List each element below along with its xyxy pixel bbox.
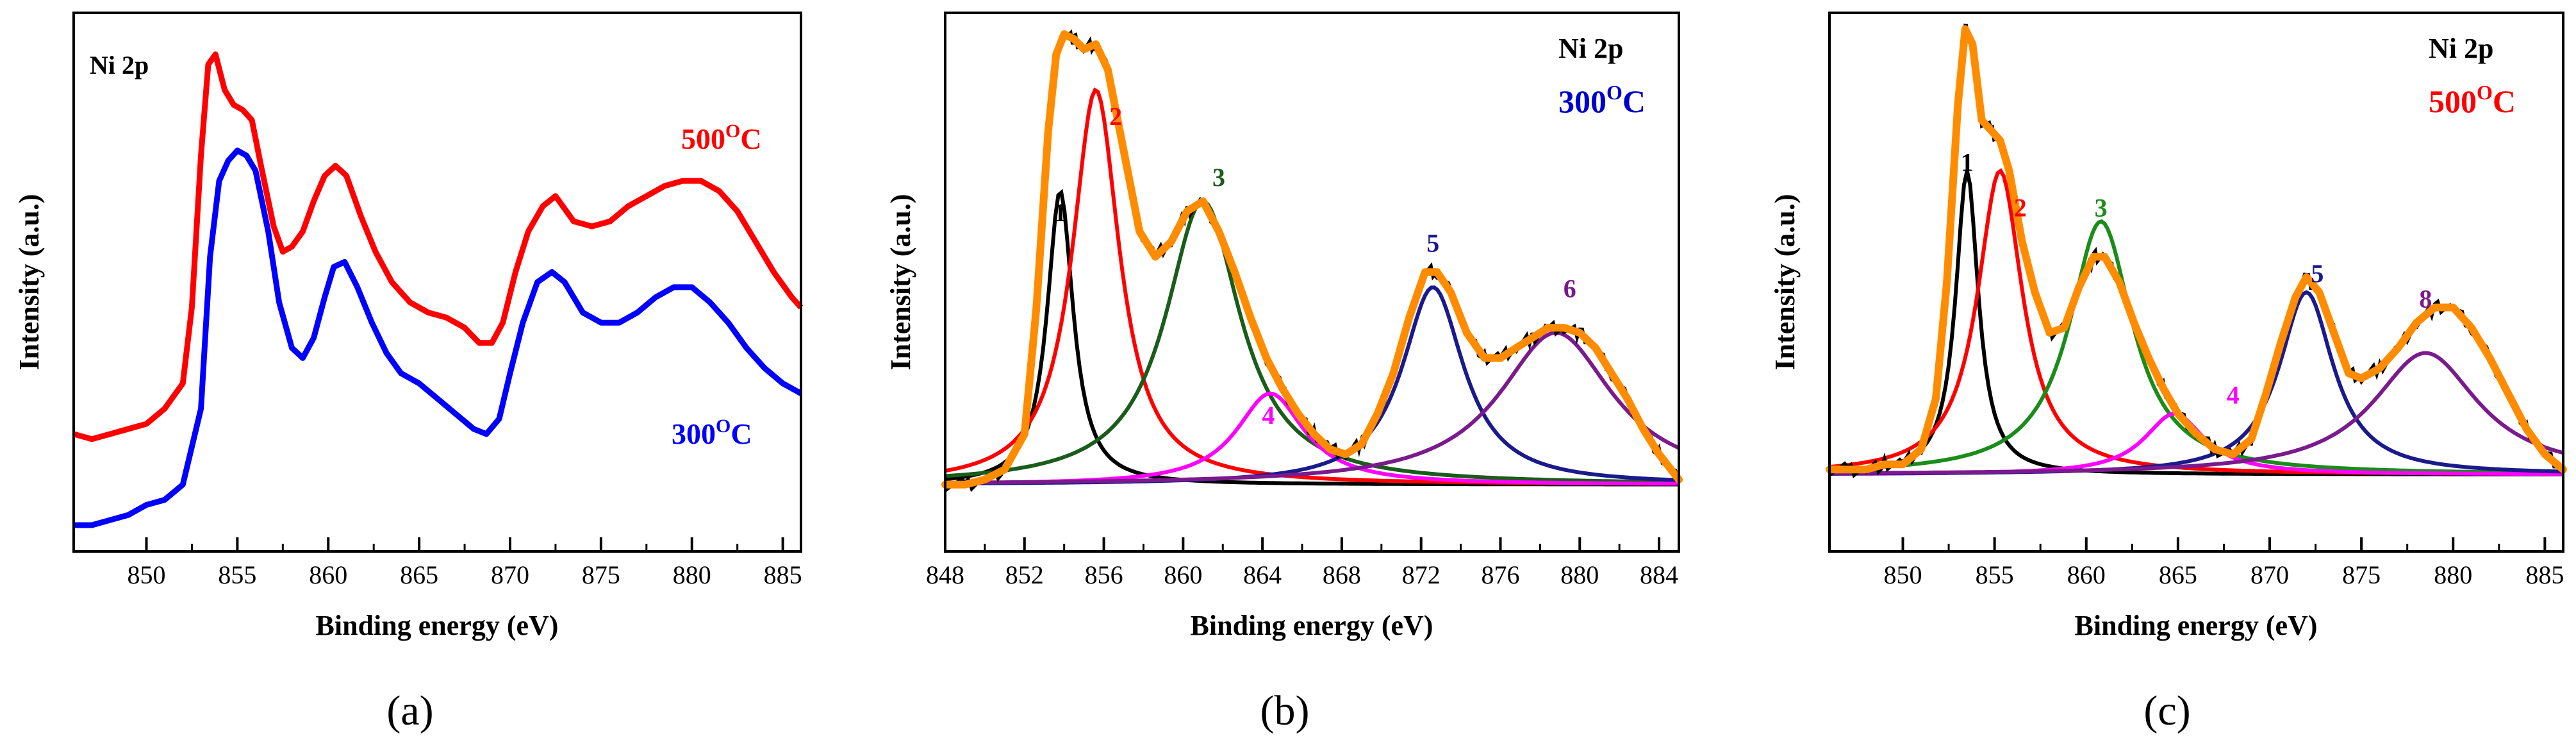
panel-a-series-label-300: 300OC bbox=[672, 415, 752, 450]
x-tick-label: 848 bbox=[926, 560, 964, 589]
panel-c-frame bbox=[1828, 12, 2564, 553]
x-tick-label: 870 bbox=[2250, 560, 2289, 589]
x-tick-label: 860 bbox=[1164, 560, 1202, 589]
x-tick-label: 870 bbox=[491, 560, 529, 589]
x-tick-label: 850 bbox=[128, 560, 166, 589]
panel-b-frame bbox=[944, 12, 1680, 553]
component-peak-3 bbox=[945, 199, 1679, 484]
x-tick-label: 855 bbox=[1976, 560, 2014, 589]
peak-label-6: 6 bbox=[1564, 274, 1576, 303]
panel-c-x-axis-label: Binding energy (eV) bbox=[2075, 610, 2318, 641]
panel-c: 850 855 860 865 870 875 880 885 1 2 3 4 5 8 Ni 2p 50… bbox=[1769, 12, 2567, 734]
panel-c-peak-labels: 1 2 3 4 5 8 bbox=[1961, 147, 2432, 409]
x-tick-label: 864 bbox=[1243, 560, 1282, 589]
panel-a: 850 855 860 865 870 875 880 885 Ni 2p 500OC 300… bbox=[13, 12, 804, 734]
fit-envelope bbox=[1826, 25, 2567, 474]
panel-b-x-ticks: 848 852 856 860 864 868 872 876 880 884 bbox=[926, 537, 1678, 589]
x-tick-label: 880 bbox=[1560, 560, 1599, 589]
panel-c-temperature-label: 500OC bbox=[2429, 81, 2516, 119]
panel-c-plot-area bbox=[1826, 23, 2567, 478]
peak-label-8: 8 bbox=[2419, 284, 2432, 313]
x-tick-label: 865 bbox=[2159, 560, 2197, 589]
peak-label-2: 2 bbox=[2014, 193, 2027, 222]
x-tick-label: 875 bbox=[2342, 560, 2381, 589]
panel-b-temperature-label: 300OC bbox=[1558, 81, 1646, 119]
x-tick-label: 850 bbox=[1884, 560, 1922, 589]
panel-b-caption: (b) bbox=[1260, 687, 1310, 734]
panel-b: 848 852 856 860 864 868 872 876 880 884 1 2 3 4 5 6 Ni… bbox=[885, 12, 1683, 734]
panel-c-title: Ni 2p bbox=[2429, 33, 2493, 64]
panel-c-y-axis-label: Intensity (a.u.) bbox=[1769, 194, 1801, 370]
x-tick-label: 856 bbox=[1085, 560, 1123, 589]
x-tick-label: 875 bbox=[582, 560, 620, 589]
peak-label-3: 3 bbox=[2095, 193, 2108, 222]
panel-b-title: Ni 2p bbox=[1558, 33, 1623, 64]
panel-a-x-ticks: 850 855 860 865 870 875 880 885 bbox=[128, 537, 802, 589]
peak-label-1: 1 bbox=[1961, 147, 1974, 176]
panel-b-peak-labels: 1 2 3 4 5 6 bbox=[1053, 102, 1576, 430]
panel-a-title: Ni 2p bbox=[90, 51, 149, 80]
peak-label-4: 4 bbox=[2227, 381, 2240, 410]
x-tick-label: 860 bbox=[2067, 560, 2106, 589]
panel-c-x-ticks: 850 855 860 865 870 875 880 885 bbox=[1884, 537, 2564, 589]
x-tick-label: 872 bbox=[1402, 560, 1441, 589]
peak-label-1: 1 bbox=[1053, 198, 1066, 227]
panel-a-plot-area bbox=[72, 51, 804, 528]
panel-c-caption: (c) bbox=[2143, 687, 2190, 734]
panel-a-caption: (a) bbox=[386, 687, 433, 734]
peak-label-4: 4 bbox=[1262, 401, 1275, 430]
series-line-300c bbox=[74, 147, 803, 528]
panel-a-series-label-500: 500OC bbox=[681, 121, 762, 155]
x-tick-label: 868 bbox=[1323, 560, 1361, 589]
fit-envelope bbox=[941, 30, 1683, 489]
x-tick-label: 880 bbox=[673, 560, 711, 589]
panel-b-y-axis-label: Intensity (a.u.) bbox=[885, 194, 916, 370]
x-tick-label: 885 bbox=[764, 560, 802, 589]
panel-a-x-axis-label: Binding energy (eV) bbox=[316, 610, 559, 641]
x-tick-label: 880 bbox=[2434, 560, 2472, 589]
peak-label-5: 5 bbox=[1426, 229, 1439, 258]
peak-label-3: 3 bbox=[1212, 163, 1225, 192]
panel-b-plot-area bbox=[941, 29, 1683, 492]
x-tick-label: 884 bbox=[1640, 560, 1678, 589]
panel-b-x-axis-label: Binding energy (eV) bbox=[1191, 610, 1433, 641]
x-tick-label: 852 bbox=[1005, 560, 1044, 589]
x-tick-label: 885 bbox=[2525, 560, 2564, 589]
x-tick-label: 860 bbox=[309, 560, 347, 589]
peak-label-2: 2 bbox=[1109, 102, 1122, 131]
x-tick-label: 855 bbox=[218, 560, 256, 589]
x-tick-label: 865 bbox=[400, 560, 438, 589]
component-peak-8 bbox=[1829, 351, 2564, 475]
series-line-500c bbox=[72, 51, 804, 442]
peak-label-5: 5 bbox=[2311, 259, 2324, 288]
panel-a-frame bbox=[72, 12, 802, 553]
x-tick-label: 876 bbox=[1481, 560, 1519, 589]
panel-a-y-axis-label: Intensity (a.u.) bbox=[13, 194, 45, 370]
